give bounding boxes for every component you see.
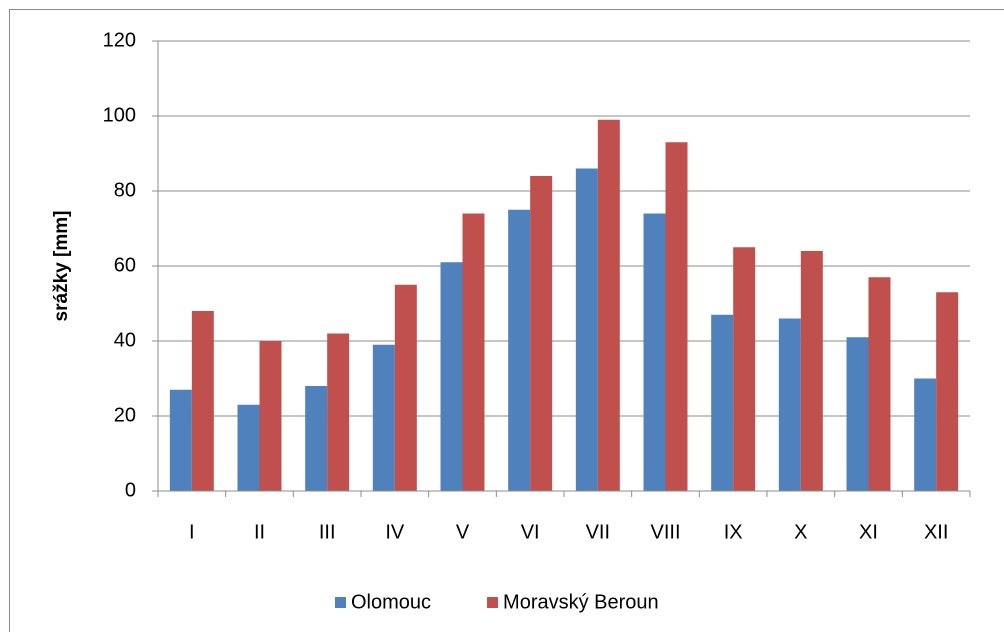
bar: [575, 168, 598, 491]
legend-label: Moravský Beroun: [503, 591, 659, 613]
bar: [372, 344, 395, 491]
bar: [914, 378, 937, 491]
bar: [440, 262, 463, 491]
y-tick-label: 0: [125, 479, 136, 501]
y-tick-label: 40: [114, 329, 136, 351]
bar: [711, 314, 734, 491]
bar: [665, 142, 688, 491]
y-tick-label: 20: [114, 404, 136, 426]
legend-label: Olomouc: [351, 591, 431, 613]
bar: [597, 119, 620, 491]
bar: [733, 247, 756, 491]
bar: [530, 176, 553, 491]
bar: [327, 333, 350, 491]
x-tick-label: VI: [521, 521, 540, 543]
bar: [305, 386, 328, 491]
y-axis-label: srážky [mm]: [51, 211, 72, 322]
x-tick-label: V: [456, 521, 470, 543]
legend-swatch: [335, 597, 346, 608]
x-tick-label: II: [254, 521, 265, 543]
x-tick-label: XI: [859, 521, 878, 543]
bar: [846, 337, 869, 491]
bar: [508, 209, 531, 491]
x-tick-label: VIII: [650, 521, 680, 543]
x-tick-label: IX: [724, 521, 743, 543]
y-tick-label: 100: [103, 104, 136, 126]
bar: [191, 311, 214, 491]
x-tick-label: XII: [924, 521, 948, 543]
x-tick-label: III: [319, 521, 336, 543]
bar: [394, 284, 417, 491]
x-tick-label: IV: [385, 521, 405, 543]
y-tick-label: 80: [114, 179, 136, 201]
chart-border: [9, 9, 1004, 632]
bar: [800, 251, 823, 491]
x-tick-label: X: [794, 521, 807, 543]
bar: [778, 318, 801, 491]
bar: [169, 389, 192, 491]
bar: [237, 404, 260, 491]
bar: [462, 213, 485, 491]
x-tick-label: I: [189, 521, 195, 543]
y-tick-label: 120: [103, 29, 136, 51]
bar: [936, 292, 959, 491]
y-tick-label: 60: [114, 254, 136, 276]
legend-swatch: [487, 597, 499, 608]
x-tick-label: VII: [586, 521, 610, 543]
bar: [868, 277, 891, 491]
bar: [259, 341, 282, 491]
bar: [643, 213, 666, 491]
